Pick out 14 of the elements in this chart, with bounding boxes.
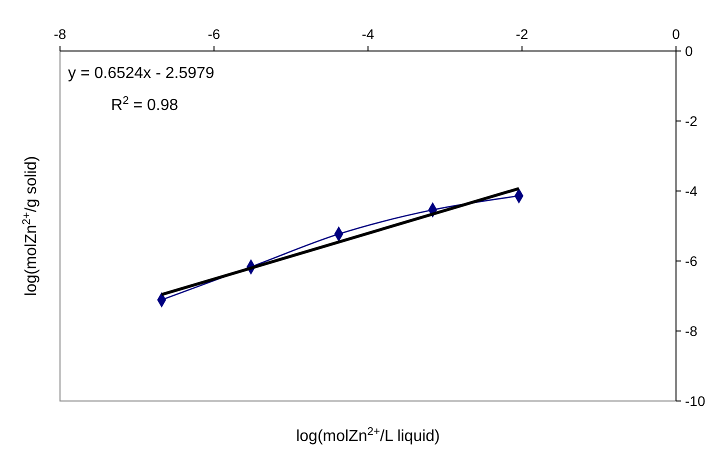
x-tick-label: -6	[208, 26, 220, 42]
y-tick-label: -6	[685, 253, 698, 269]
x-tick-label: -4	[362, 26, 374, 42]
annotation: y = 0.6524x - 2.5979	[68, 65, 214, 82]
y-tick-label: -10	[685, 393, 706, 409]
x-tick-label: -8	[54, 26, 66, 42]
y-tick-label: -2	[685, 113, 698, 129]
y-tick-label: 0	[685, 43, 693, 59]
y-tick-label: -8	[685, 323, 698, 339]
x-tick-label: -2	[516, 26, 528, 42]
x-axis-title: log(molZn$^{2+}$/L liquid)	[296, 426, 440, 445]
annotation: R$^{2}$ = 0.98	[111, 95, 178, 114]
y-tick-label: -4	[685, 183, 698, 199]
x-tick-label: 0	[672, 26, 680, 42]
